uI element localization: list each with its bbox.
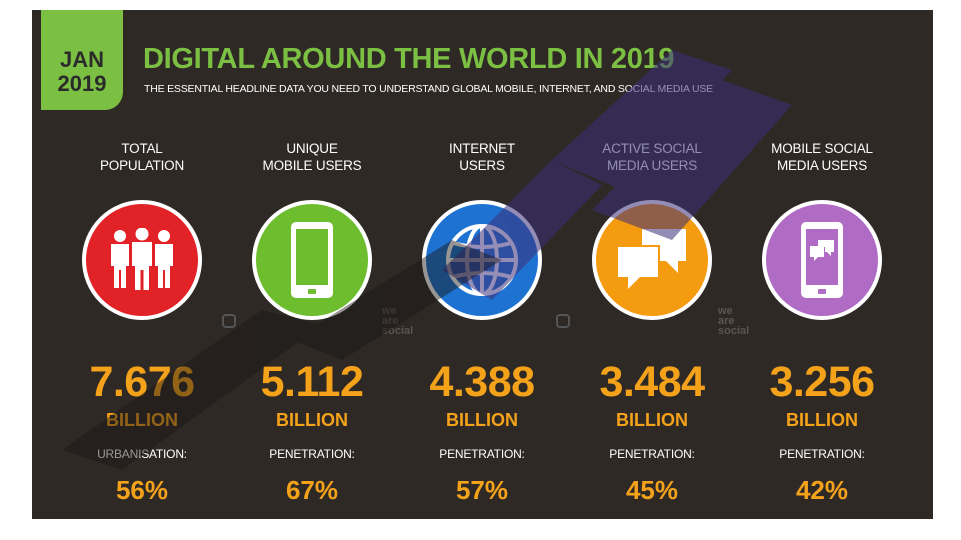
stat-label-line-1: ACTIVE SOCIAL bbox=[602, 141, 702, 156]
brand-mark-line-1: we bbox=[382, 305, 397, 317]
brand-mark-line-3: social bbox=[382, 325, 414, 337]
stat-value: 3.256 bbox=[769, 358, 875, 406]
stat-label: UNIQUE MOBILE USERS bbox=[228, 140, 396, 180]
brand-logo-mark: we are social bbox=[382, 305, 414, 337]
brand-logo-mark: we are social bbox=[718, 305, 750, 337]
stat-label-line-2: MEDIA USERS bbox=[606, 158, 698, 173]
page-subtitle: THE ESSENTIAL HEADLINE DATA YOU NEED TO … bbox=[144, 83, 713, 95]
people-icon bbox=[82, 200, 202, 320]
stat-label-line-1: UNIQUE bbox=[286, 141, 338, 156]
globe-icon bbox=[422, 200, 542, 320]
stat-label: TOTAL POPULATION bbox=[58, 140, 226, 180]
date-year: 2019 bbox=[57, 71, 107, 96]
stat-metric-value: 45% bbox=[625, 475, 679, 505]
brand-mark-line-1: we bbox=[718, 305, 733, 317]
stat-unit: BILLION bbox=[786, 410, 858, 430]
brand-mark-line-2: are bbox=[718, 315, 735, 327]
stat-label-line-1: TOTAL bbox=[121, 141, 163, 156]
stat-unit: BILLION bbox=[616, 410, 688, 430]
stat-unit: BILLION bbox=[106, 410, 178, 430]
stat-label-line-1: INTERNET bbox=[449, 141, 515, 156]
stat-value: 5.112 bbox=[260, 358, 364, 406]
stat-metric-value: 42% bbox=[795, 475, 849, 505]
stat-unit: BILLION bbox=[276, 410, 348, 430]
brand-mark-line-2: are bbox=[382, 315, 399, 327]
stat-active-social-media-users: ACTIVE SOCIAL MEDIA USERS 3.484 BILLION … bbox=[568, 140, 736, 506]
stat-metric-label: PENETRATION: bbox=[269, 447, 355, 461]
stat-metric-label: PENETRATION: bbox=[779, 447, 865, 461]
stat-label-line-2: MOBILE USERS bbox=[262, 158, 362, 173]
stat-metric-label: PENETRATION: bbox=[439, 447, 525, 461]
stat-label: MOBILE SOCIAL MEDIA USERS bbox=[738, 140, 906, 180]
stat-label: ACTIVE SOCIAL MEDIA USERS bbox=[568, 140, 736, 180]
stat-internet-users: INTERNET USERS 4.388 BILLION PENETRATION… bbox=[398, 140, 566, 506]
owl-logo-icon bbox=[556, 314, 570, 328]
stat-metric-value: 57% bbox=[455, 475, 509, 505]
date-month: JAN bbox=[59, 47, 104, 72]
stat-value: 3.484 bbox=[599, 358, 705, 406]
stat-value: 7.676 bbox=[89, 358, 195, 406]
mobile-chat-icon bbox=[762, 200, 882, 320]
mobile-phone-icon bbox=[252, 200, 372, 320]
infographic-slide: JAN 2019 DIGITAL AROUND THE WORLD IN 201… bbox=[32, 10, 933, 519]
stat-value: 4.388 bbox=[429, 358, 535, 406]
stat-label-line-1: MOBILE SOCIAL bbox=[771, 141, 873, 156]
stat-metric-value: 67% bbox=[285, 475, 339, 505]
stat-label-line-2: USERS bbox=[459, 158, 505, 173]
stat-label: INTERNET USERS bbox=[398, 140, 566, 180]
chat-bubbles-icon bbox=[592, 200, 712, 320]
stat-unique-mobile-users: UNIQUE MOBILE USERS 5.112 BILLION PENETR… bbox=[228, 140, 396, 506]
stat-metric-label: PENETRATION: bbox=[609, 447, 695, 461]
stat-total-population: TOTAL POPULATION 7.676 BILLION URBANISAT… bbox=[58, 140, 226, 506]
brand-mark-line-3: social bbox=[718, 325, 750, 337]
page-title: DIGITAL AROUND THE WORLD IN 2019 bbox=[143, 43, 675, 75]
owl-logo-icon bbox=[222, 314, 236, 328]
stat-unit: BILLION bbox=[446, 410, 518, 430]
stat-metric-value: 56% bbox=[115, 475, 169, 505]
stat-label-line-2: POPULATION bbox=[99, 158, 185, 173]
stat-label-line-2: MEDIA USERS bbox=[776, 158, 868, 173]
date-badge: JAN 2019 bbox=[41, 10, 123, 110]
stat-mobile-social-media-users: MOBILE SOCIAL MEDIA USERS 3.256 BILLION … bbox=[738, 140, 906, 506]
stat-metric-label: URBANISATION: bbox=[97, 447, 187, 461]
